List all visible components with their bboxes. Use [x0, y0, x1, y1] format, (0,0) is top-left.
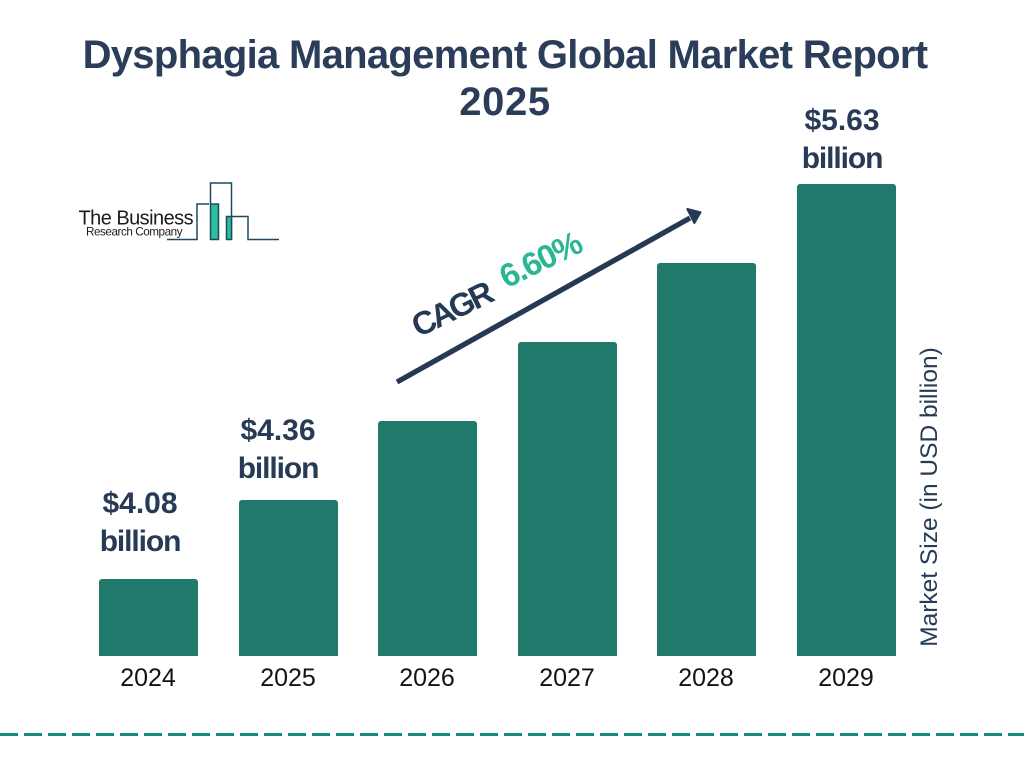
svg-text:Research Company: Research Company [86, 226, 183, 239]
svg-text:The Business: The Business [79, 208, 194, 230]
